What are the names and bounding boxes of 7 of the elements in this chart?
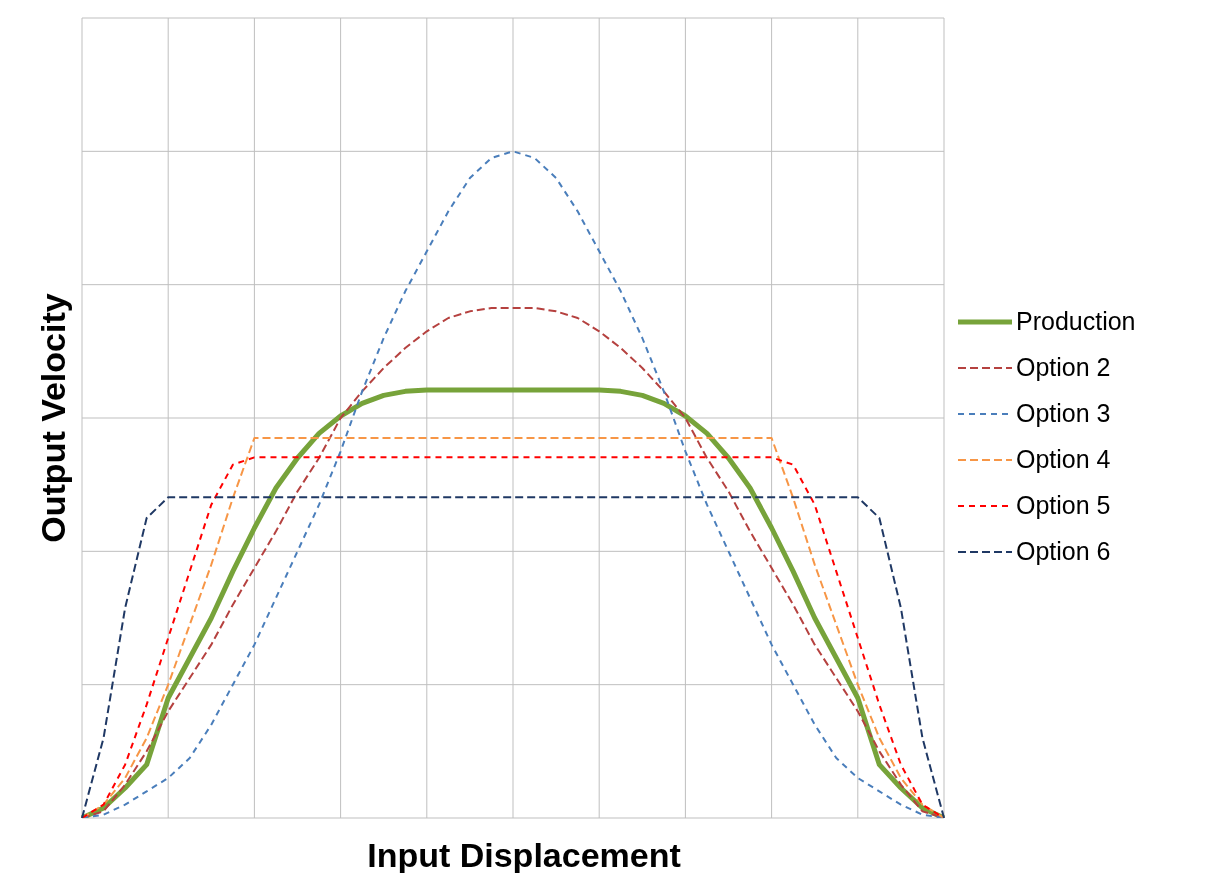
legend-label: Production bbox=[1016, 307, 1136, 336]
y-axis-title: Output Velocity bbox=[33, 293, 73, 543]
legend-label: Option 2 bbox=[1016, 353, 1111, 382]
legend-label: Option 5 bbox=[1016, 491, 1111, 520]
legend-label: Option 3 bbox=[1016, 399, 1111, 428]
legend-label: Option 4 bbox=[1016, 445, 1111, 474]
legend-label: Option 6 bbox=[1016, 537, 1111, 566]
